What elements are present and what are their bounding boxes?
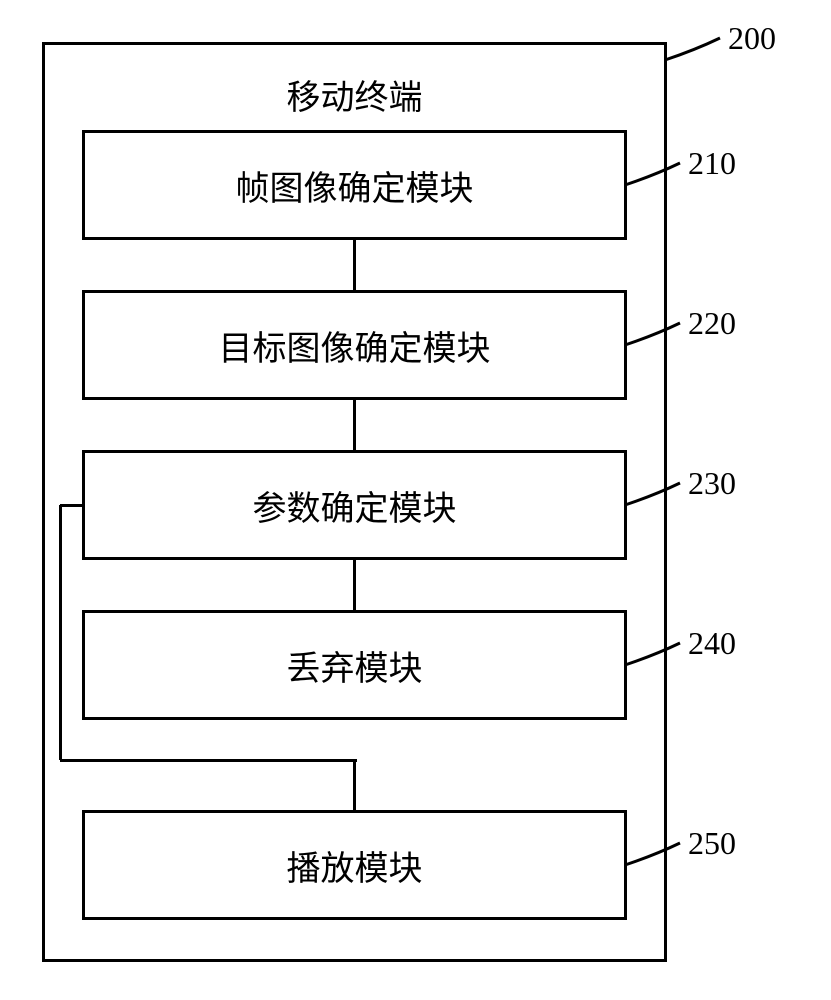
callout-leader xyxy=(625,865,705,905)
callout-number: 230 xyxy=(688,465,736,502)
module-label: 帧图像确定模块 xyxy=(236,161,474,210)
outer-title: 移动终端 xyxy=(42,70,667,119)
module-label: 参数确定模块 xyxy=(253,481,457,530)
callout-number: 240 xyxy=(688,625,736,662)
callout-number: 250 xyxy=(688,825,736,862)
connector-segment xyxy=(353,400,356,450)
connector-segment xyxy=(353,240,356,290)
callout-leader xyxy=(625,665,705,705)
callout-number: 210 xyxy=(688,145,736,182)
module-label: 目标图像确定模块 xyxy=(219,321,491,370)
callout-leader xyxy=(665,60,745,100)
connector-segment xyxy=(353,760,356,810)
callout-leader xyxy=(625,345,705,385)
callout-number: 200 xyxy=(728,20,776,57)
module-frame-image-determine: 帧图像确定模块 xyxy=(82,130,627,240)
connector-segment xyxy=(353,560,356,610)
connector-segment xyxy=(60,504,85,507)
diagram-canvas: 移动终端 帧图像确定模块 目标图像确定模块 参数确定模块 丢弃模块 播放模块 2… xyxy=(0,0,831,1000)
connector-segment xyxy=(60,759,357,762)
module-parameter-determine: 参数确定模块 xyxy=(82,450,627,560)
module-target-image-determine: 目标图像确定模块 xyxy=(82,290,627,400)
callout-number: 220 xyxy=(688,305,736,342)
connector-segment xyxy=(59,505,62,760)
module-play: 播放模块 xyxy=(82,810,627,920)
module-label: 丢弃模块 xyxy=(287,641,423,690)
module-discard: 丢弃模块 xyxy=(82,610,627,720)
module-label: 播放模块 xyxy=(287,841,423,890)
callout-leader xyxy=(625,185,705,225)
callout-leader xyxy=(625,505,705,545)
